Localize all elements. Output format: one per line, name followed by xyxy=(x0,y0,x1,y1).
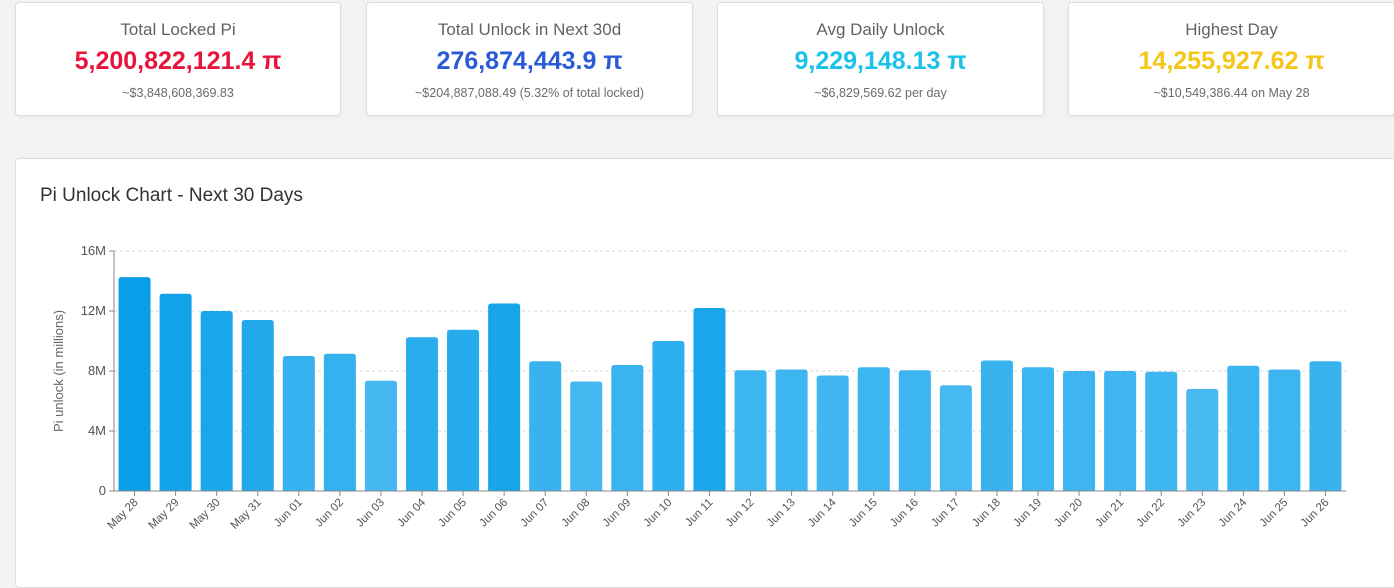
stat-card-title: Avg Daily Unlock xyxy=(816,20,945,39)
bar[interactable] xyxy=(447,329,480,491)
bar[interactable] xyxy=(857,367,890,491)
stat-card-total-locked: Total Locked Pi 5,200,822,121.4 π ~$3,84… xyxy=(15,2,341,116)
stat-card-subtext: ~$10,549,386.44 on May 28 xyxy=(1153,86,1310,100)
x-tick-label: May 28 xyxy=(105,497,140,532)
bar[interactable] xyxy=(200,311,233,491)
x-tick-label: May 29 xyxy=(147,497,182,532)
x-tick-label: Jun 18 xyxy=(970,497,1003,530)
stat-card-value: 276,874,443.9 π xyxy=(436,47,623,75)
x-tick-label: Jun 25 xyxy=(1258,497,1291,530)
x-tick-label: Jun 22 xyxy=(1134,497,1167,530)
x-tick-label: Jun 05 xyxy=(436,497,469,530)
x-tick-label: Jun 04 xyxy=(395,496,428,529)
y-axis-label: Pi unlock (in millions) xyxy=(51,310,66,432)
bar[interactable] xyxy=(1104,371,1137,491)
x-tick-label: Jun 12 xyxy=(724,497,757,530)
y-tick-label: 0 xyxy=(99,483,106,498)
stat-card-value: 9,229,148.13 π xyxy=(794,47,967,75)
stat-card-subtext: ~$3,848,608,369.83 xyxy=(122,86,234,100)
x-tick-label: Jun 03 xyxy=(354,497,387,530)
bar[interactable] xyxy=(1145,371,1178,491)
bar[interactable] xyxy=(816,375,849,492)
x-tick-label: Jun 10 xyxy=(642,497,675,530)
chart-panel: Pi Unlock Chart - Next 30 Days 0 4M 8M 12M 1… xyxy=(15,158,1394,588)
bar[interactable] xyxy=(488,303,521,492)
x-tick-label: Jun 19 xyxy=(1011,497,1044,530)
bar[interactable] xyxy=(980,360,1013,492)
bar[interactable] xyxy=(241,320,274,491)
x-tick-label: Jun 11 xyxy=(683,497,715,529)
stat-card-title: Highest Day xyxy=(1185,20,1278,39)
bar[interactable] xyxy=(1268,369,1301,492)
stat-card-value: 14,255,927.62 π xyxy=(1138,47,1325,75)
bar[interactable] xyxy=(529,361,562,491)
stat-card-subtext: ~$6,829,569.62 per day xyxy=(814,86,947,100)
bar[interactable] xyxy=(939,385,972,491)
stat-card-unlock-30d: Total Unlock in Next 30d 276,874,443.9 π… xyxy=(366,2,693,116)
bar[interactable] xyxy=(775,369,808,492)
bar[interactable] xyxy=(570,381,603,492)
x-tick-label: May 31 xyxy=(229,497,264,532)
bar[interactable] xyxy=(282,356,315,491)
x-tick-label: Jun 09 xyxy=(601,497,634,530)
x-tick-label: Jun 13 xyxy=(765,497,798,530)
x-tick-label: Jun 14 xyxy=(806,496,839,529)
x-tick-label: Jun 15 xyxy=(847,497,880,530)
bar[interactable] xyxy=(1021,367,1055,491)
x-tick-label: Jun 20 xyxy=(1052,497,1085,530)
bar[interactable] xyxy=(1186,389,1219,491)
stat-card-subtext: ~$204,887,088.49 (5.32% of total locked) xyxy=(415,86,644,100)
x-tick-label: Jun 26 xyxy=(1299,497,1332,530)
bar[interactable] xyxy=(1309,361,1342,491)
y-tick-label: 12M xyxy=(81,303,106,318)
bar[interactable] xyxy=(693,308,726,491)
bar[interactable] xyxy=(898,370,931,491)
x-tick-label: May 30 xyxy=(188,497,223,532)
x-tick-label: Jun 23 xyxy=(1175,497,1208,530)
x-tick-label: Jun 01 xyxy=(272,497,305,530)
bar[interactable] xyxy=(159,293,192,491)
bar[interactable] xyxy=(405,337,439,491)
x-tick-label: Jun 02 xyxy=(313,497,346,530)
bar[interactable] xyxy=(652,341,685,491)
y-tick-label: 8M xyxy=(88,363,106,378)
x-tick-label: Jun 08 xyxy=(559,497,592,530)
stat-card-title: Total Locked Pi xyxy=(120,20,236,39)
y-tick-label: 4M xyxy=(88,423,106,438)
bar[interactable] xyxy=(323,353,356,491)
x-tick-label: Jun 21 xyxy=(1093,497,1126,530)
bar[interactable] xyxy=(1063,371,1096,491)
stat-card-value: 5,200,822,121.4 π xyxy=(74,47,282,75)
x-tick-label: Jun 06 xyxy=(477,497,510,530)
x-tick-label: Jun 16 xyxy=(888,497,921,530)
x-tick-label: Jun 17 xyxy=(929,497,962,530)
x-tick-label: Jun 24 xyxy=(1217,496,1250,529)
bar[interactable] xyxy=(364,380,397,491)
stat-card-avg-daily: Avg Daily Unlock 9,229,148.13 π ~$6,829,… xyxy=(717,2,1044,116)
stat-card-title: Total Unlock in Next 30d xyxy=(437,20,622,39)
y-tick-label: 16M xyxy=(81,243,106,258)
unlock-bar-chart: 0 4M 8M 12M 16M Pi unlock (in millions) May 28… xyxy=(51,243,1346,532)
bar[interactable] xyxy=(1227,365,1260,491)
stat-card-highest-day: Highest Day 14,255,927.62 π ~$10,549,386… xyxy=(1068,2,1394,116)
x-tick-label: Jun 07 xyxy=(518,497,551,530)
chart-title: Pi Unlock Chart - Next 30 Days xyxy=(40,185,303,206)
bar[interactable] xyxy=(611,365,644,491)
bar[interactable] xyxy=(734,370,767,491)
bar[interactable] xyxy=(118,277,151,491)
